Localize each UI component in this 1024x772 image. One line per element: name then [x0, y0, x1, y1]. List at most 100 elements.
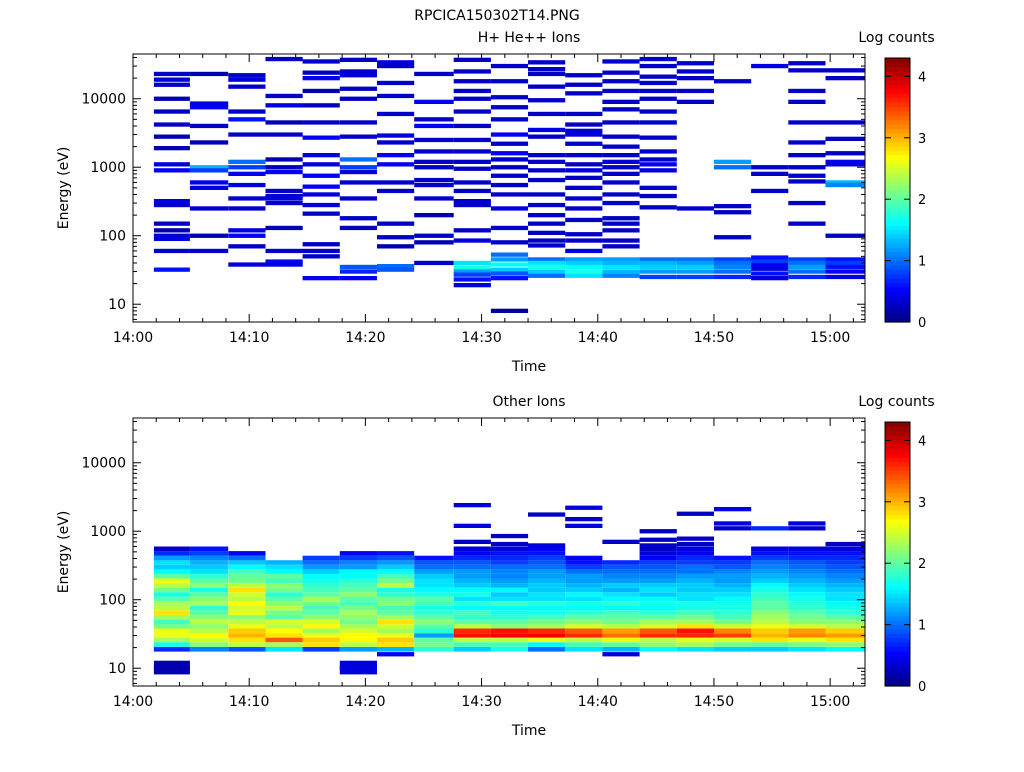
heatmap-cell [528, 587, 566, 593]
heatmap-cell [265, 132, 303, 137]
heatmap-cell [228, 77, 266, 82]
heatmap-cell [453, 228, 491, 233]
heatmap-cell [453, 272, 491, 277]
heatmap-cell [265, 165, 303, 170]
heatmap-cell [565, 555, 603, 561]
heatmap-cell [825, 573, 865, 579]
heatmap-cell [302, 248, 340, 254]
colorbar-segment [885, 141, 910, 147]
heatmap-cell [565, 569, 603, 574]
heatmap-cell [414, 601, 454, 606]
heatmap-cell [265, 583, 303, 588]
heatmap-cell [602, 637, 640, 643]
heatmap-cell [265, 56, 303, 62]
colorbar: 0 1 2 3 4 [884, 421, 926, 695]
heatmap-cell [788, 179, 826, 184]
heatmap-cell [676, 264, 714, 270]
heatmap-cell [189, 646, 229, 652]
heatmap-cell [153, 199, 190, 204]
heatmap-cell [639, 88, 677, 94]
heatmap-cell [714, 204, 752, 209]
heatmap-cell [228, 610, 266, 615]
heatmap-cell [528, 60, 566, 65]
heatmap-cell [639, 546, 677, 552]
heatmap-cell [377, 637, 415, 643]
heatmap-cell [189, 633, 229, 638]
heatmap-cell [228, 569, 266, 574]
heatmap-cell [339, 628, 377, 634]
heatmap-cell [377, 587, 415, 593]
heatmap-cell [751, 165, 789, 170]
colorbar-segment [885, 198, 910, 204]
colorbar-segment [885, 439, 910, 445]
heatmap-cell [565, 646, 603, 652]
heatmap-cell [528, 605, 566, 611]
heatmap-cell [153, 77, 190, 82]
heatmap-cell [414, 137, 454, 143]
heatmap-cell [377, 628, 415, 634]
heatmap-cell [490, 225, 529, 231]
heatmap-cell [453, 188, 491, 194]
heatmap-cell [602, 59, 640, 64]
heatmap-cell [639, 587, 677, 593]
heatmap-cell [414, 578, 454, 584]
heatmap-cell [751, 266, 789, 271]
heatmap-cell [528, 633, 566, 638]
heatmap-cell [453, 564, 491, 570]
colorbar-segment [885, 313, 910, 319]
colorbar-segment [885, 501, 910, 507]
heatmap-cell [751, 259, 789, 264]
heatmap-cell [639, 257, 677, 262]
heatmap-cell [714, 507, 752, 512]
heatmap-cell [490, 257, 529, 262]
heatmap-cell [565, 587, 603, 593]
heatmap-cell [453, 202, 491, 208]
heatmap-cell [751, 583, 789, 588]
heatmap-cell [639, 109, 677, 114]
heatmap-cell [565, 573, 603, 579]
heatmap-cell [228, 578, 266, 584]
heatmap-cell [676, 637, 714, 643]
colorbar-segment [885, 225, 910, 231]
heatmap-cell [528, 238, 566, 243]
heatmap-cell [302, 76, 340, 81]
heatmap-cell [639, 149, 677, 154]
colorbar-segment [885, 589, 910, 595]
heatmap-cell [788, 88, 826, 94]
heatmap-cell [377, 578, 415, 584]
heatmap-cell [751, 614, 789, 620]
heatmap-cell [714, 601, 752, 606]
heatmap-cell [788, 596, 826, 602]
heatmap-cell [714, 624, 752, 629]
colorbar-segment [885, 71, 910, 77]
heatmap-cell [788, 592, 826, 597]
y-tick-label: 10000 [81, 456, 126, 472]
heatmap-cell [825, 633, 865, 638]
colorbar-segment [885, 295, 910, 301]
heatmap-cell [565, 628, 603, 634]
heatmap-cell [639, 135, 677, 140]
colorbar-tick-label: 1 [918, 255, 926, 270]
heatmap-cell [751, 619, 789, 625]
heatmap-cell [265, 624, 303, 629]
heatmap-cell [565, 264, 603, 270]
heatmap-cell [676, 596, 714, 602]
heatmap-cell [153, 248, 190, 254]
heatmap-cell [528, 642, 566, 647]
heatmap-cell [490, 182, 529, 188]
heatmap-cell [676, 551, 714, 556]
colorbar-segment [885, 58, 910, 63]
heatmap-cell [788, 260, 826, 266]
colorbar-segment [885, 62, 910, 68]
heatmap-cell [453, 265, 491, 270]
heatmap-cell [302, 583, 340, 588]
heatmap-cell [377, 569, 415, 574]
heatmap-cell [339, 269, 377, 274]
colorbar-label: Log counts [858, 30, 934, 46]
heatmap-cell [339, 583, 377, 588]
heatmap-cell [453, 79, 491, 84]
x-tick-label: 14:10 [229, 330, 269, 346]
heatmap-cell [602, 99, 640, 104]
colorbar-segment [885, 286, 910, 292]
heatmap-cell [565, 260, 603, 266]
